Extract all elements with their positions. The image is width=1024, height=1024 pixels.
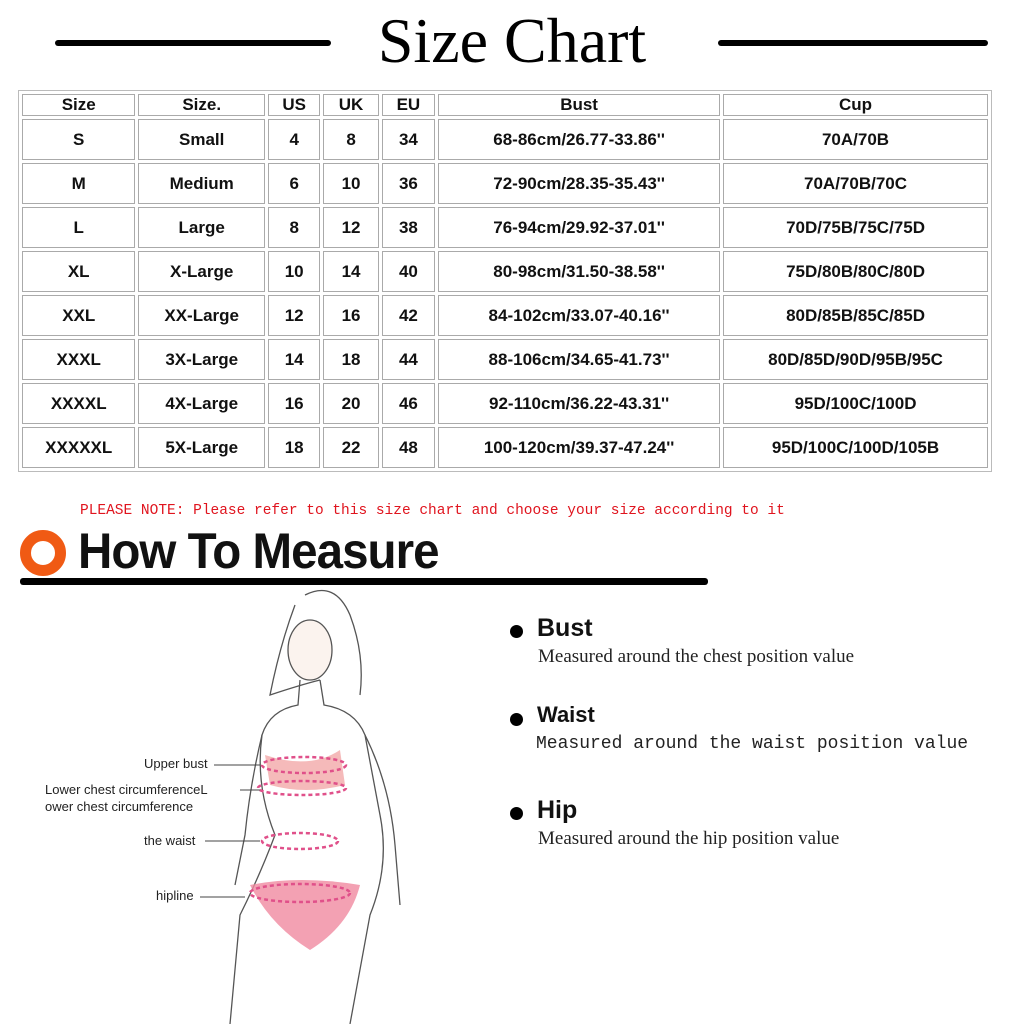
table-cell: 20 bbox=[323, 383, 379, 424]
label-hipline: hipline bbox=[156, 888, 194, 903]
measure-desc: Measured around the waist position value bbox=[536, 734, 969, 754]
table-cell: 40 bbox=[381, 251, 436, 292]
table-cell: XXXXXL bbox=[22, 427, 136, 468]
table-cell: 4X-Large bbox=[138, 383, 265, 424]
section-rule bbox=[20, 578, 708, 585]
measure-title: Waist bbox=[537, 702, 595, 727]
table-cell: 18 bbox=[323, 339, 379, 380]
table-cell: M bbox=[22, 163, 136, 204]
table-cell: 16 bbox=[267, 383, 321, 424]
table-cell: 70A/70B/70C bbox=[723, 163, 988, 204]
table-cell: 70A/70B bbox=[723, 119, 988, 160]
table-cell: XX-Large bbox=[138, 295, 265, 336]
table-row: XXXXXL 5X-Large 18 22 48 100-120cm/39.37-47.2… bbox=[22, 427, 988, 468]
table-cell: 14 bbox=[267, 339, 321, 380]
table-cell: Medium bbox=[138, 163, 265, 204]
table-row: L Large 8 12 38 76-94cm/29.92-37.01'' 70D/75B/… bbox=[22, 207, 988, 248]
table-cell: 14 bbox=[323, 251, 379, 292]
table-cell: 80D/85D/90D/95B/95C bbox=[723, 339, 988, 380]
table-row: XXL XX-Large 12 16 42 84-102cm/33.07-40.16'' 8… bbox=[22, 295, 988, 336]
table-cell: 76-94cm/29.92-37.01'' bbox=[438, 207, 721, 248]
table-cell: 8 bbox=[267, 207, 321, 248]
measure-title: Bust bbox=[537, 614, 593, 642]
please-note: PLEASE NOTE: Please refer to this size c… bbox=[80, 503, 785, 519]
table-cell: 36 bbox=[381, 163, 436, 204]
title-rule-left bbox=[55, 40, 331, 46]
measure-title: Hip bbox=[537, 796, 578, 824]
column-header: UK bbox=[323, 94, 379, 116]
column-header: Size. bbox=[138, 94, 265, 116]
table-cell: 100-120cm/39.37-47.24'' bbox=[438, 427, 721, 468]
section-title: How To Measure bbox=[78, 523, 440, 579]
table-header: Size Size. US UK EU Bust Cup bbox=[22, 94, 988, 116]
page-title: Size Chart bbox=[377, 5, 647, 76]
table-cell: XL bbox=[22, 251, 136, 292]
table-cell: 84-102cm/33.07-40.16'' bbox=[438, 295, 721, 336]
table-row: XL X-Large 10 14 40 80-98cm/31.50-38.58'' 75D/… bbox=[22, 251, 988, 292]
table-cell: 34 bbox=[381, 119, 436, 160]
label-waist: the waist bbox=[144, 833, 196, 848]
table-cell: 10 bbox=[323, 163, 379, 204]
table-row: M Medium 6 10 36 72-90cm/28.35-35.43'' 70A/70B… bbox=[22, 163, 988, 204]
table-cell: 16 bbox=[323, 295, 379, 336]
column-header: Size bbox=[22, 94, 136, 116]
table-cell: 46 bbox=[381, 383, 436, 424]
table-cell: 95D/100C/100D bbox=[723, 383, 988, 424]
table-cell: 44 bbox=[381, 339, 436, 380]
table-row: XXXL 3X-Large 14 18 44 88-106cm/34.65-41.73''… bbox=[22, 339, 988, 380]
table-cell: XXL bbox=[22, 295, 136, 336]
table-cell: 12 bbox=[323, 207, 379, 248]
table-cell: Small bbox=[138, 119, 265, 160]
table-cell: 72-90cm/28.35-35.43'' bbox=[438, 163, 721, 204]
table-cell: 3X-Large bbox=[138, 339, 265, 380]
table-row: XXXXL 4X-Large 16 20 46 92-110cm/36.22-43.31'… bbox=[22, 383, 988, 424]
column-header: EU bbox=[381, 94, 436, 116]
bullet-icon bbox=[510, 625, 523, 638]
table-cell: 68-86cm/26.77-33.86'' bbox=[438, 119, 721, 160]
table-cell: 6 bbox=[267, 163, 321, 204]
bullet-icon bbox=[510, 807, 523, 820]
column-header: Bust bbox=[438, 94, 721, 116]
table-cell: 8 bbox=[323, 119, 379, 160]
table-cell: 10 bbox=[267, 251, 321, 292]
table-cell: 38 bbox=[381, 207, 436, 248]
table-cell: 95D/100C/100D/105B bbox=[723, 427, 988, 468]
table-cell: 4 bbox=[267, 119, 321, 160]
table-cell: 18 bbox=[267, 427, 321, 468]
table-cell: X-Large bbox=[138, 251, 265, 292]
bullet-icon bbox=[510, 713, 523, 726]
table-cell: XXXXL bbox=[22, 383, 136, 424]
table-cell: 42 bbox=[381, 295, 436, 336]
table-cell: 22 bbox=[323, 427, 379, 468]
label-upper-bust: Upper bust bbox=[144, 756, 208, 771]
column-header: US bbox=[267, 94, 321, 116]
table-cell: 88-106cm/34.65-41.73'' bbox=[438, 339, 721, 380]
table-cell: 80D/85B/85C/85D bbox=[723, 295, 988, 336]
column-header: Cup bbox=[723, 94, 988, 116]
table-cell: Large bbox=[138, 207, 265, 248]
table-cell: L bbox=[22, 207, 136, 248]
table-cell: 12 bbox=[267, 295, 321, 336]
table-cell: 75D/80B/80C/80D bbox=[723, 251, 988, 292]
table-cell: 80-98cm/31.50-38.58'' bbox=[438, 251, 721, 292]
measure-desc: Measured around the hip position value bbox=[538, 828, 840, 849]
label-lower-chest-cont: ower chest circumference bbox=[45, 799, 194, 814]
table-cell: 92-110cm/36.22-43.31'' bbox=[438, 383, 721, 424]
table-cell: 48 bbox=[381, 427, 436, 468]
body-figure-illustration bbox=[200, 589, 401, 1024]
table-cell: XXXL bbox=[22, 339, 136, 380]
table-cell: 70D/75B/75C/75D bbox=[723, 207, 988, 248]
table-row: S Small 4 8 34 68-86cm/26.77-33.86'' 70A/70B bbox=[22, 119, 988, 160]
circle-bullet-icon bbox=[20, 530, 66, 576]
size-table: Size Size. US UK EU Bust Cup S Small 4 8 34 68-86cm… bbox=[18, 90, 992, 472]
measure-desc: Measured around the chest position value bbox=[538, 646, 855, 667]
label-lower-chest: Lower chest circumferenceL bbox=[45, 782, 208, 797]
table-cell: 5X-Large bbox=[138, 427, 265, 468]
title-rule-right bbox=[718, 40, 988, 46]
table-cell: S bbox=[22, 119, 136, 160]
